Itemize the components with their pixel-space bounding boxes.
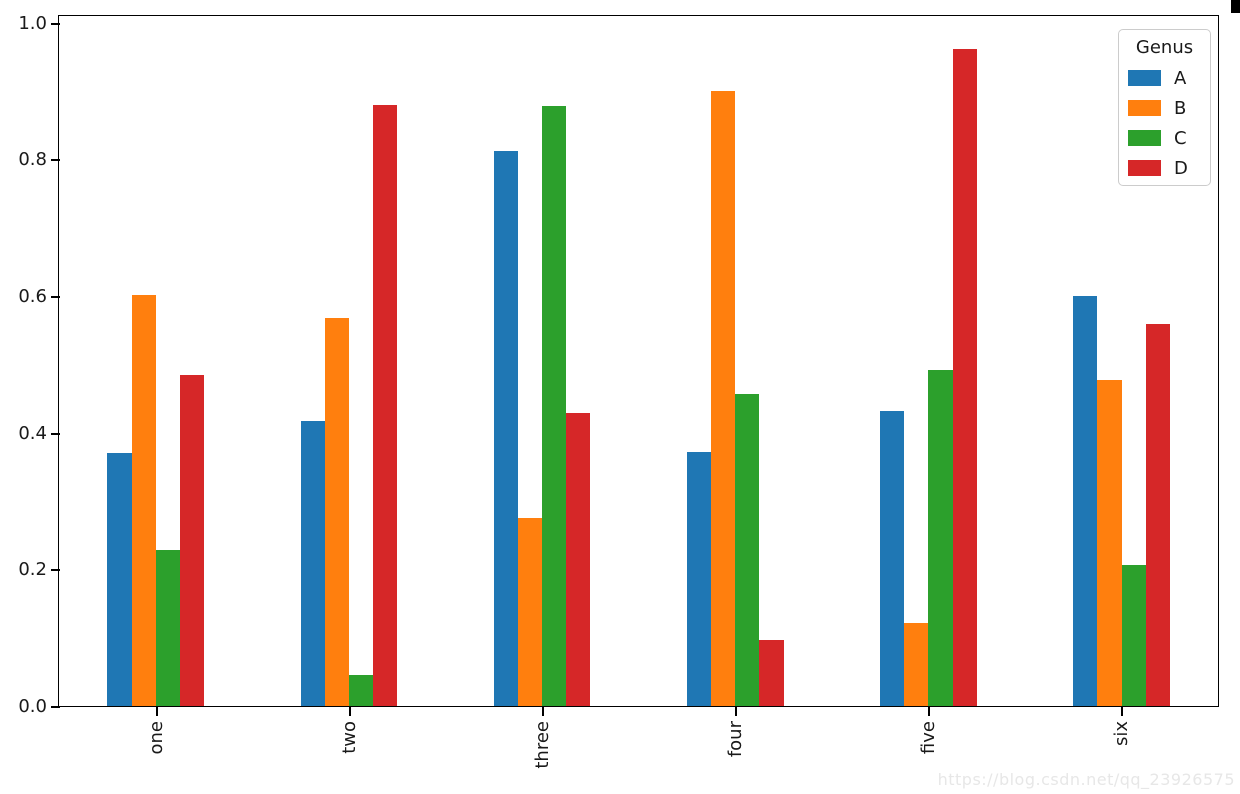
legend-label: A: [1174, 67, 1187, 89]
y-axis-tick-label: 0.4: [18, 422, 47, 444]
bar-A-one: [107, 453, 132, 707]
corner-artifact: [1231, 0, 1240, 13]
x-axis-tick-label: three: [531, 721, 553, 769]
y-axis-tick: [51, 706, 60, 708]
y-axis-tick-label: 0.8: [18, 149, 47, 171]
bar-B-two: [324, 318, 349, 707]
bar-A-six: [1073, 295, 1098, 707]
legend-entry-C: C: [1119, 123, 1210, 153]
bar-A-five: [880, 411, 905, 707]
legend-entry-D: D: [1119, 153, 1210, 183]
bar-D-four: [759, 639, 784, 707]
bar-D-six: [1145, 323, 1170, 707]
y-axis-tick-label: 1.0: [18, 12, 47, 34]
bar-D-three: [566, 413, 591, 707]
bar-B-five: [904, 622, 929, 707]
y-axis-tick-label: 0.2: [18, 559, 47, 581]
bar-D-two: [373, 105, 398, 707]
legend-entry-B: B: [1119, 93, 1210, 123]
bar-A-four: [686, 452, 712, 707]
y-axis-tick: [51, 296, 60, 299]
watermark-text: https://blog.csdn.net/qq_23926575: [937, 770, 1235, 789]
legend-swatch-D: [1128, 160, 1161, 176]
bar-B-one: [131, 294, 156, 707]
x-axis-tick: [735, 707, 738, 716]
bar-B-three: [517, 518, 543, 707]
bar-C-three: [542, 105, 567, 707]
x-axis-tick-label: six: [1111, 721, 1133, 747]
legend-label: B: [1174, 97, 1187, 119]
legend-swatch-C: [1128, 130, 1161, 146]
y-axis-tick-label: 0.0: [18, 696, 47, 717]
x-axis-tick-label: five: [918, 721, 940, 755]
x-axis-tick-label: four: [725, 721, 747, 758]
bar-C-four: [735, 394, 760, 707]
bar-D-five: [952, 49, 977, 707]
y-axis-tick: [51, 159, 60, 162]
bar-B-six: [1097, 380, 1122, 707]
bar-C-six: [1121, 565, 1146, 707]
bar-C-five: [928, 370, 953, 707]
legend-label: C: [1174, 127, 1187, 149]
bar-C-two: [348, 674, 374, 707]
x-axis-tick: [928, 707, 931, 716]
x-axis-tick: [348, 707, 351, 716]
y-axis-tick: [51, 22, 60, 25]
legend-swatch-B: [1128, 100, 1161, 116]
bar-A-two: [300, 420, 325, 707]
x-axis-tick: [541, 707, 544, 716]
legend-swatch-A: [1128, 70, 1161, 86]
bar-C-one: [155, 550, 180, 707]
legend-label: D: [1174, 157, 1188, 179]
y-axis-tick-label: 0.6: [18, 286, 47, 308]
plot-area: [58, 15, 1220, 708]
legend-title: Genus: [1135, 37, 1194, 58]
x-axis-tick-label: one: [145, 721, 167, 755]
bar-B-four: [711, 91, 736, 707]
x-axis-tick: [155, 707, 158, 716]
x-axis-tick-label: two: [338, 721, 360, 754]
x-axis-tick: [1121, 707, 1124, 716]
bar-A-three: [493, 150, 518, 707]
y-axis-tick: [51, 432, 60, 435]
bar-D-one: [179, 374, 205, 707]
legend-entry-A: A: [1119, 63, 1210, 93]
y-axis-tick: [51, 569, 60, 572]
